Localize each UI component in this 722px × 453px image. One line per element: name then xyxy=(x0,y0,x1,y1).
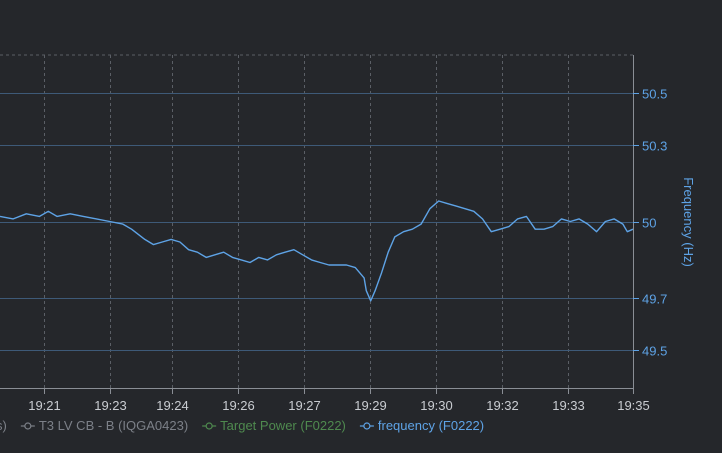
x-tick-label: 19:23 xyxy=(94,398,127,413)
x-tick-label: 19:35 xyxy=(617,398,650,413)
x-tick-label: 19:24 xyxy=(156,398,189,413)
grid xyxy=(0,54,634,388)
y-tick-label: 50 xyxy=(642,216,656,231)
y-tick-label: 49.7 xyxy=(642,292,667,307)
x-tick-label: 19:29 xyxy=(354,398,387,413)
x-tick-label: 19:21 xyxy=(28,398,61,413)
series-lines xyxy=(0,200,634,302)
legend-item[interactable]: frequency (F0222) xyxy=(359,418,484,433)
y-tick-label: 50.3 xyxy=(642,139,667,154)
legend-label: s) xyxy=(0,418,7,433)
x-tick-label: 19:27 xyxy=(288,398,321,413)
legend-item[interactable]: T3 LV CB - B (IQGA0423) xyxy=(20,418,188,433)
series-line-frequency[interactable] xyxy=(0,200,634,302)
legend-item[interactable]: s) xyxy=(0,418,7,433)
legend-label: Target Power (F0222) xyxy=(220,418,346,433)
legend-item[interactable]: Target Power (F0222) xyxy=(202,418,346,433)
x-tick-label: 19:30 xyxy=(420,398,453,413)
legend-marker-icon xyxy=(363,422,371,430)
legend-marker-icon xyxy=(24,422,32,430)
legend-label: frequency (F0222) xyxy=(378,418,484,433)
legend-label: T3 LV CB - B (IQGA0423) xyxy=(39,418,188,433)
x-tick-label: 19:32 xyxy=(486,398,519,413)
y-axis-title: Frequency (Hz) xyxy=(681,177,696,267)
axes: 19:21 19:23 19:24 19:26 19:27 19:29 19:30 19:32… xyxy=(0,55,696,413)
x-tick-label: 19:33 xyxy=(552,398,585,413)
legend[interactable]: s) T3 LV CB - B (IQGA0423) Target Power (F… xyxy=(0,418,484,433)
y-tick-label: 50.5 xyxy=(642,87,667,102)
y-tick-label: 49.5 xyxy=(642,344,667,359)
legend-marker-icon xyxy=(205,422,213,430)
x-tick-label: 19:26 xyxy=(222,398,255,413)
